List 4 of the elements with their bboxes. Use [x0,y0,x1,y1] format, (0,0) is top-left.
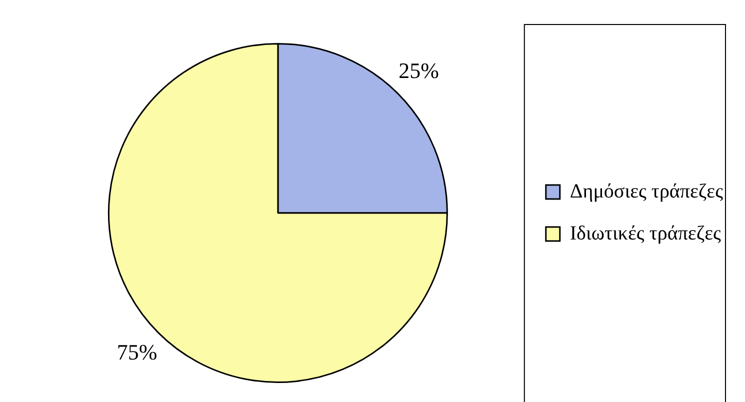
data-label: 25% [398,58,439,83]
legend-label: Δημόσιες τράπεζες [570,180,724,202]
legend-label: Ιδιωτικές τράπεζες [570,222,721,244]
data-label: 75% [116,340,158,365]
